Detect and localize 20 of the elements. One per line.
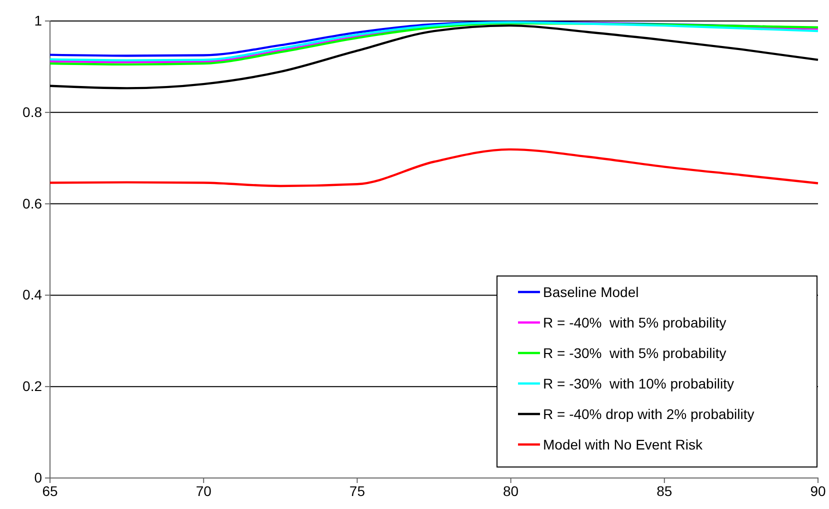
x-tick-label: 90 — [810, 482, 826, 499]
line-series — [48, 148, 820, 188]
y-tick-label: 0.8 — [22, 104, 42, 120]
y-tick-label: 0.6 — [22, 195, 42, 212]
legend-label: R = -30% with 5% probability — [543, 345, 726, 361]
y-tick-label: 0 — [34, 469, 42, 486]
y-tick-label: 0.2 — [22, 378, 42, 394]
legend-label: Model with No Event Risk — [543, 436, 704, 452]
x-tick-label: 70 — [196, 482, 212, 499]
x-tick-label: 75 — [349, 482, 366, 499]
legend-label: R = -30% with 10% probability — [543, 376, 734, 392]
x-tick-label: 85 — [656, 482, 672, 499]
line-series — [48, 24, 820, 90]
legend-label: R = -40% drop with 2% probability — [543, 406, 754, 422]
x-tick-label: 80 — [503, 482, 519, 499]
x-tick-label: 65 — [42, 482, 58, 499]
y-tick-label: 0.4 — [22, 286, 42, 303]
legend-label: Baseline Model — [543, 284, 639, 300]
legend-label: R = -40% with 5% probability — [543, 314, 726, 330]
y-tick-label: 1 — [34, 12, 42, 28]
